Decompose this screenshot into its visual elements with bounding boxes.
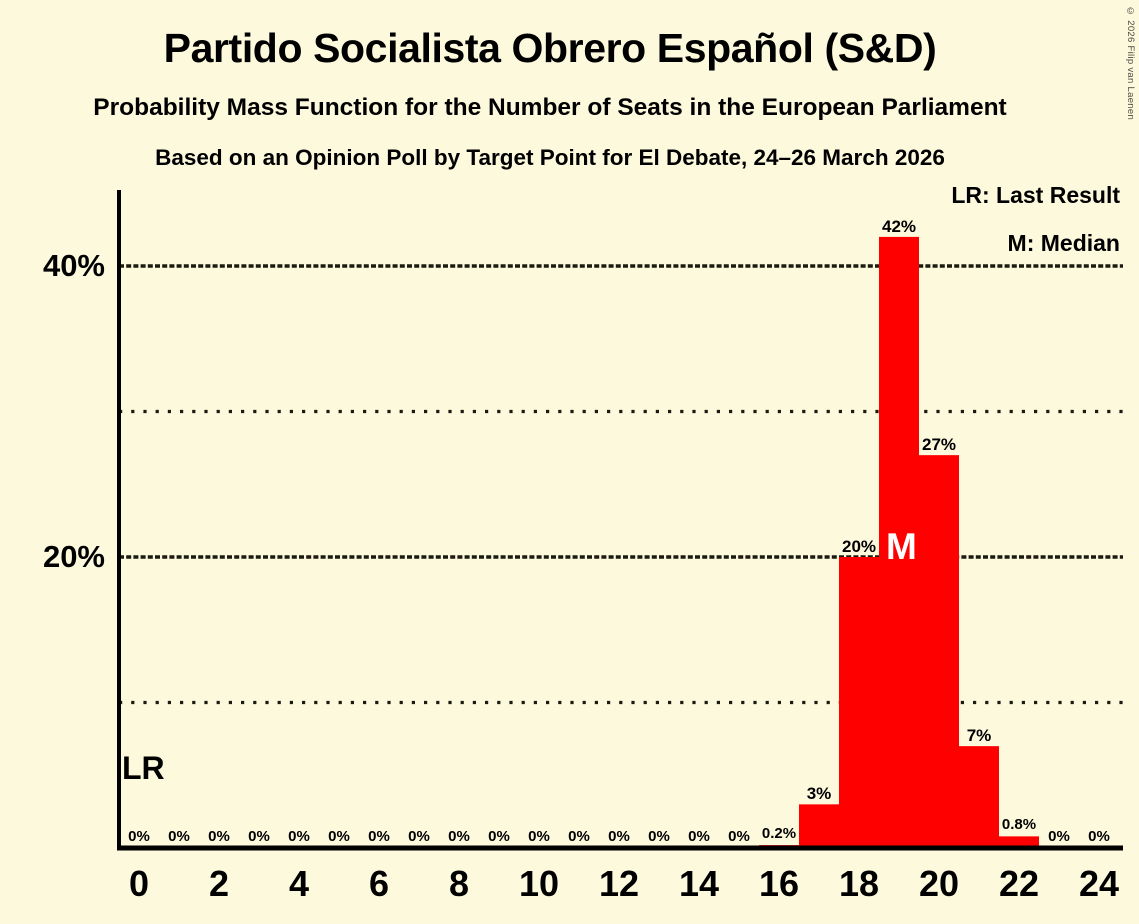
- last-result-marker: LR: [122, 750, 165, 786]
- bar: [799, 804, 839, 848]
- x-axis-tick-label: 16: [758, 863, 800, 904]
- bar-value-label: 0%: [528, 828, 550, 845]
- median-marker: M: [886, 526, 917, 567]
- bar-value-label: 0%: [688, 828, 710, 845]
- bar: [919, 455, 959, 848]
- bar-value-label: 7%: [966, 726, 992, 746]
- title-block: Partido Socialista Obrero Español (S&D) …: [0, 0, 1100, 169]
- bar-value-label: 0.8%: [1001, 816, 1037, 834]
- x-axis-tick-label: 8: [448, 863, 470, 904]
- bar-value-label: 20%: [841, 537, 877, 556]
- bar: [959, 746, 999, 848]
- bar-value-label: 0%: [328, 828, 350, 845]
- x-axis-tick-label: 20: [918, 863, 960, 904]
- page-title: Partido Socialista Obrero Español (S&D): [163, 25, 937, 71]
- bar-value-label: 0%: [128, 828, 150, 845]
- x-axis-tick-label: 10: [518, 863, 560, 904]
- chart-subtitle: Probability Mass Function for the Number…: [93, 94, 1007, 121]
- bar: [999, 836, 1039, 848]
- x-axis-tick-label: 18: [838, 863, 880, 904]
- x-axis-tick-label: 6: [368, 863, 390, 904]
- bar-value-label: 0%: [648, 828, 670, 845]
- x-axis-tick-label: 14: [678, 863, 720, 904]
- chart-legend: LR: Last Result M: Median: [951, 184, 1120, 255]
- x-axis-tick-label: 12: [598, 863, 640, 904]
- x-axis-tick-label: 2: [208, 863, 230, 904]
- y-axis-tick-label: 20%: [42, 539, 105, 574]
- x-axis-tick-label: 4: [288, 863, 310, 904]
- bar-value-label: 0%: [1048, 828, 1070, 845]
- x-axis-tick-label: 22: [998, 863, 1040, 904]
- bar-value-label: 3%: [806, 784, 832, 804]
- bar-value-label: 42%: [881, 216, 917, 236]
- bar-value-label: 0%: [368, 828, 390, 845]
- bar-value-label: 27%: [921, 435, 957, 455]
- bar-value-label: 0%: [728, 828, 750, 845]
- legend-item-last-result: LR: Last Result: [951, 182, 1120, 208]
- chart-source-subtitle: Based on an Opinion Poll by Target Point…: [155, 144, 945, 170]
- x-axis-tick-label: 24: [1078, 863, 1120, 904]
- bar: [839, 557, 879, 848]
- bar-value-label: 0.2%: [761, 825, 797, 843]
- bar-value-label: 0%: [168, 828, 190, 845]
- bar-value-label: 0%: [488, 828, 510, 845]
- bar-value-label: 0%: [288, 828, 310, 845]
- bar-value-label: 0%: [208, 828, 230, 845]
- bar-value-label: 0%: [448, 828, 470, 845]
- bar-value-label: 0%: [568, 828, 590, 845]
- bar-value-label: 0%: [248, 828, 270, 845]
- bar-value-label: 0%: [408, 828, 430, 845]
- bar: [879, 236, 919, 848]
- legend-item-median: M: Median: [1007, 230, 1120, 256]
- bar-value-label: 0%: [1088, 828, 1110, 845]
- x-axis-tick-label: 0: [128, 863, 150, 904]
- y-axis-tick-label: 40%: [42, 248, 105, 283]
- bar-value-label: 0%: [608, 828, 630, 845]
- copyright-notice: © 2026 Filip van Laenen: [1125, 6, 1136, 121]
